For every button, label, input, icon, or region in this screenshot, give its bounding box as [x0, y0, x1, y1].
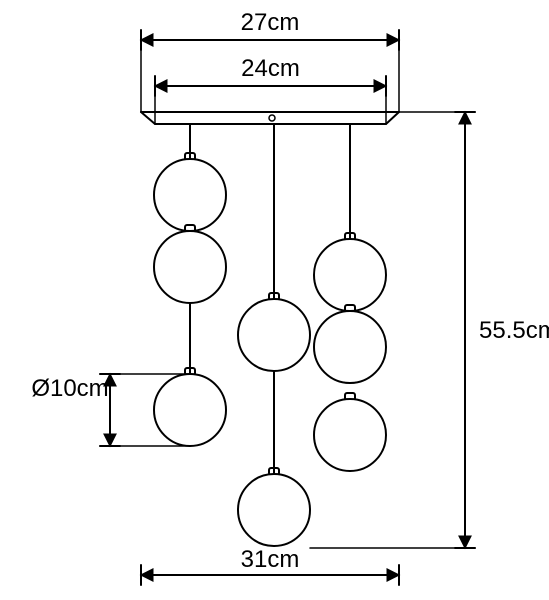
diagram: 27cm 24cm 55.5cm 31cm Ø10cm: [0, 0, 549, 600]
glass-sphere: [154, 231, 226, 303]
glass-sphere: [314, 239, 386, 311]
glass-sphere: [314, 311, 386, 383]
label-top-plate: 27cm: [241, 9, 300, 36]
label-bottom-width: 31cm: [241, 546, 300, 573]
glass-sphere: [154, 159, 226, 231]
glass-sphere: [154, 374, 226, 446]
glass-sphere: [238, 299, 310, 371]
label-inner-plate: 24cm: [241, 55, 300, 82]
label-height: 55.5cm: [479, 317, 549, 344]
glass-sphere: [314, 399, 386, 471]
glass-sphere: [238, 474, 310, 546]
label-sphere-dia: Ø10cm: [31, 375, 108, 402]
